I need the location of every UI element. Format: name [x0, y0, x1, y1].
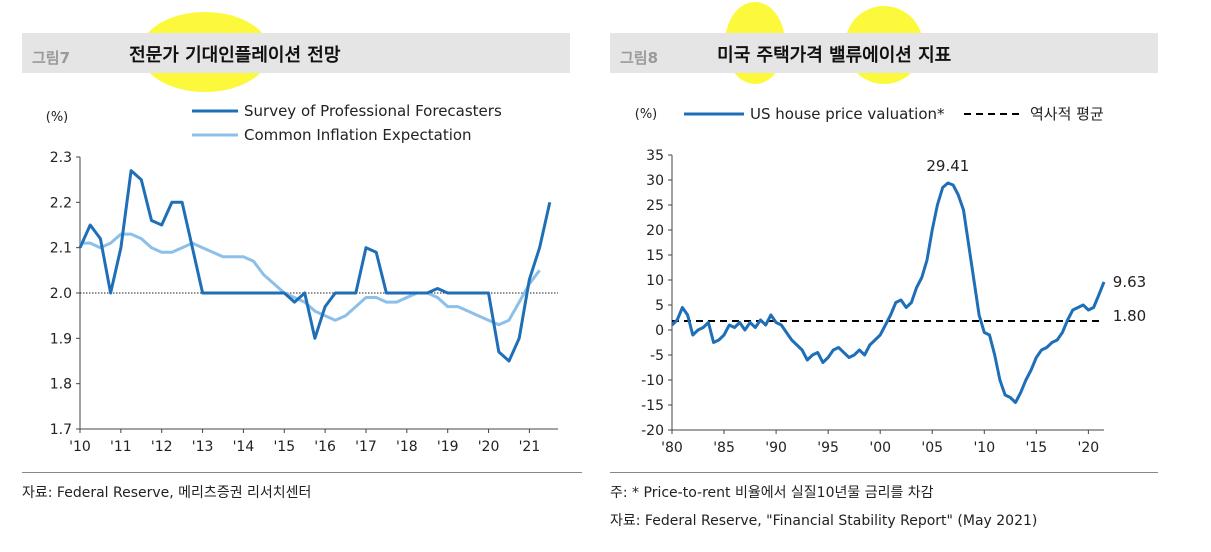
- right-note-text: 주: * Price-to-rent 비율에서 실질10년물 금리를 차감: [610, 485, 934, 501]
- x-tick-label: '05: [921, 440, 943, 456]
- x-tick-label: '14: [233, 439, 255, 455]
- data-annotation-label: 1.80: [1113, 307, 1146, 325]
- y-tick-label: 2.1: [50, 241, 72, 257]
- y-tick-label: 20: [646, 223, 664, 239]
- y-tick-label: 10: [646, 273, 664, 289]
- x-tick-label: '85: [713, 440, 735, 456]
- series-line-survey-of-professional-forecasters: [78, 169, 552, 363]
- x-tick-label: '17: [355, 439, 377, 455]
- x-tick-label: '13: [192, 439, 214, 455]
- y-tick-label: 25: [646, 198, 664, 214]
- y-tick-label: 1.7: [50, 422, 72, 438]
- left-source-text: 자료: Federal Reserve, 메리츠증권 리서치센터: [22, 485, 312, 501]
- x-tick-label: '80: [661, 440, 683, 456]
- x-tick-label: '15: [273, 439, 295, 455]
- right-line-chart: 35 30 25 20 15 10 5 0 -5 -10 -15 -20'80 '85 '90 '95 '00…: [635, 105, 1146, 456]
- left-figure-title: 전문가 기대인플레이션 전망: [129, 45, 341, 66]
- left-chart-panel: 그림7 전문가 기대인플레이션 전망 2.3 2.2 2.1 2.0 1.9 1.8 1.7…: [0, 0, 590, 552]
- x-tick-label: '00: [869, 440, 891, 456]
- y-tick-label: 2.0: [50, 286, 72, 302]
- y-tick-label: 2.3: [50, 150, 72, 166]
- y-axis-unit-label: (%): [635, 107, 658, 122]
- y-tick-label: 5: [655, 298, 664, 314]
- left-figure-number: 그림7: [32, 49, 71, 67]
- x-tick-label: '15: [1026, 440, 1048, 456]
- y-tick-label: 15: [646, 248, 664, 264]
- y-tick-label: 2.2: [50, 195, 72, 211]
- legend-label: Survey of Professional Forecasters: [244, 102, 502, 120]
- y-tick-label: 30: [646, 173, 664, 189]
- series-line-us-house-price-valuation-: [670, 181, 1106, 404]
- y-tick-label: 0: [655, 323, 664, 339]
- x-tick-label: '19: [437, 439, 459, 455]
- right-title-bar: 그림8 미국 주택가격 밸류에이션 지표: [610, 33, 1158, 73]
- series-line-common-inflation-expectation: [80, 232, 541, 327]
- y-tick-label: -5: [650, 348, 664, 364]
- x-tick-label: '11: [110, 439, 132, 455]
- y-axis-unit-label: (%): [46, 110, 69, 125]
- data-annotation-label: 9.63: [1113, 273, 1146, 291]
- legend-label: US house price valuation*: [750, 105, 945, 123]
- y-tick-label: -20: [641, 423, 664, 439]
- x-tick-label: '20: [1078, 440, 1100, 456]
- x-tick-label: '18: [396, 439, 418, 455]
- legend-label: Common Inflation Expectation: [244, 126, 472, 144]
- x-tick-label: '20: [478, 439, 500, 455]
- right-footer-separator: [610, 472, 1158, 473]
- right-figure-title: 미국 주택가격 밸류에이션 지표: [717, 45, 952, 66]
- left-line-chart: 2.3 2.2 2.1 2.0 1.9 1.8 1.7'10 '11 '12 '13 '14 '15 '…: [46, 102, 558, 455]
- legend-label: 역사적 평균: [1030, 105, 1104, 123]
- x-tick-label: '16: [314, 439, 336, 455]
- x-tick-label: '90: [765, 440, 787, 456]
- right-source-text: 자료: Federal Reserve, "Financial Stabilit…: [610, 513, 1038, 529]
- right-chart-panel: 그림8 미국 주택가격 밸류에이션 지표 35 30 25 20 15 10 5 0 -5 -10…: [600, 0, 1211, 552]
- x-tick-label: '21: [519, 439, 541, 455]
- x-tick-label: '95: [817, 440, 839, 456]
- y-tick-label: 35: [646, 148, 664, 164]
- data-annotation-label: 29.41: [926, 157, 969, 175]
- left-footer-separator: [22, 472, 582, 473]
- x-tick-label: '10: [69, 439, 91, 455]
- x-tick-label: '12: [151, 439, 173, 455]
- right-figure-number: 그림8: [620, 49, 659, 67]
- y-tick-label: 1.8: [50, 377, 72, 393]
- y-tick-label: -10: [641, 373, 664, 389]
- x-tick-label: '10: [973, 440, 995, 456]
- y-tick-label: -15: [641, 398, 664, 414]
- y-tick-label: 1.9: [50, 331, 72, 347]
- left-title-bar: 그림7 전문가 기대인플레이션 전망: [22, 33, 570, 73]
